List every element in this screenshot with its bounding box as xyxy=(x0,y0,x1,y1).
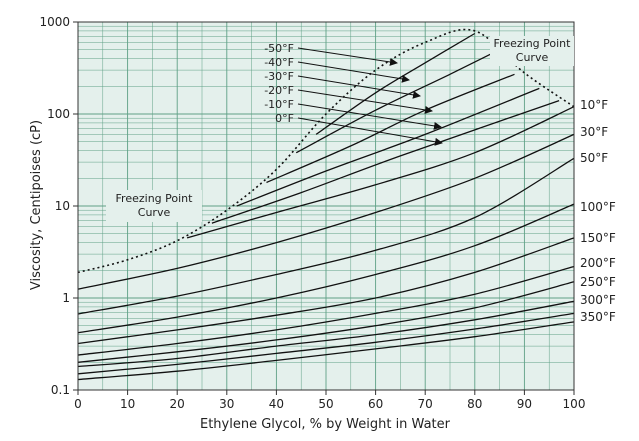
right-label-350f: 350°F xyxy=(580,310,616,324)
arrow-line xyxy=(297,89,433,114)
arrow-label-0f: 0°F xyxy=(275,112,294,125)
right-label-200f: 200°F xyxy=(580,256,616,270)
x-tick-label: 30 xyxy=(219,397,234,411)
arrow-labels: -50°F-40°F-30°F-20°F-10°F0°F xyxy=(264,42,443,146)
freeze-right-label-2: Curve xyxy=(516,51,549,64)
curve--50f xyxy=(315,32,476,135)
x-tick-label: 0 xyxy=(74,397,82,411)
curve-300f xyxy=(77,312,575,375)
curve-50f xyxy=(77,203,575,334)
arrow-label--20f: -20°F xyxy=(264,84,294,97)
y-tick-label: 100 xyxy=(47,107,70,121)
arrow-line xyxy=(297,47,398,66)
freeze-left-label-1: Freezing Point xyxy=(116,192,194,205)
curve-200f xyxy=(77,281,575,363)
freeze-right-box xyxy=(490,36,574,66)
freeze-right-label-1: Freezing Point xyxy=(494,37,572,50)
curve--10f xyxy=(211,99,560,224)
y-tick-label: 1000 xyxy=(39,15,70,29)
viscosity-curves xyxy=(77,32,575,381)
curve-10f xyxy=(77,133,575,290)
x-tick-label: 20 xyxy=(170,397,185,411)
x-tick-label: 100 xyxy=(563,397,586,411)
curve-350f xyxy=(77,321,575,381)
x-tick-label: 60 xyxy=(368,397,383,411)
x-tick-label: 90 xyxy=(517,397,532,411)
right-label-150f: 150°F xyxy=(580,231,616,245)
right-label-30f: 30°F xyxy=(580,125,608,139)
arrow-line xyxy=(297,117,443,146)
x-tick-label: 50 xyxy=(318,397,333,411)
right-label-250f: 250°F xyxy=(580,275,616,289)
right-label-50f: 50°F xyxy=(580,151,608,165)
right-label-100f: 100°F xyxy=(580,200,616,214)
freeze-left-box xyxy=(106,190,202,222)
curve--40f xyxy=(295,49,500,154)
x-tick-label: 40 xyxy=(269,397,284,411)
y-tick-label: 0.1 xyxy=(51,383,70,397)
axes: 0 10 20 30 40 50 60 70 80 90 100 0.1 1 10 100 1000 10°F 3… xyxy=(39,15,615,411)
curve-30f xyxy=(77,157,575,315)
arrow-line xyxy=(297,75,421,99)
freeze-left-label-2: Curve xyxy=(138,206,171,219)
arrow-label--40f: -40°F xyxy=(264,56,294,69)
arrow-label--10f: -10°F xyxy=(264,98,294,111)
arrow-line xyxy=(297,61,410,83)
x-tick-label: 10 xyxy=(120,397,135,411)
curve-150f xyxy=(77,265,575,356)
freezing-point-curve xyxy=(77,28,575,274)
y-tick-label: 10 xyxy=(55,199,70,213)
arrow-label--50f: -50°F xyxy=(264,42,294,55)
curve-250f xyxy=(77,300,575,368)
curve--30f xyxy=(266,73,515,184)
y-tick-label: 1 xyxy=(62,291,70,305)
curve--20f xyxy=(236,87,540,207)
right-label-10f: 10°F xyxy=(580,98,608,112)
curve-100f xyxy=(77,237,575,345)
x-tick-label: 70 xyxy=(418,397,433,411)
y-axis-label: Viscosity, Centipoises (cP) xyxy=(29,120,44,290)
x-axis-label: Ethylene Glycol, % by Weight in Water xyxy=(200,417,451,432)
right-label-300f: 300°F xyxy=(580,293,616,307)
arrow-label--30f: -30°F xyxy=(264,70,294,83)
arrow-line xyxy=(297,103,442,130)
curve-0f xyxy=(186,106,575,239)
x-tick-label: 80 xyxy=(467,397,482,411)
